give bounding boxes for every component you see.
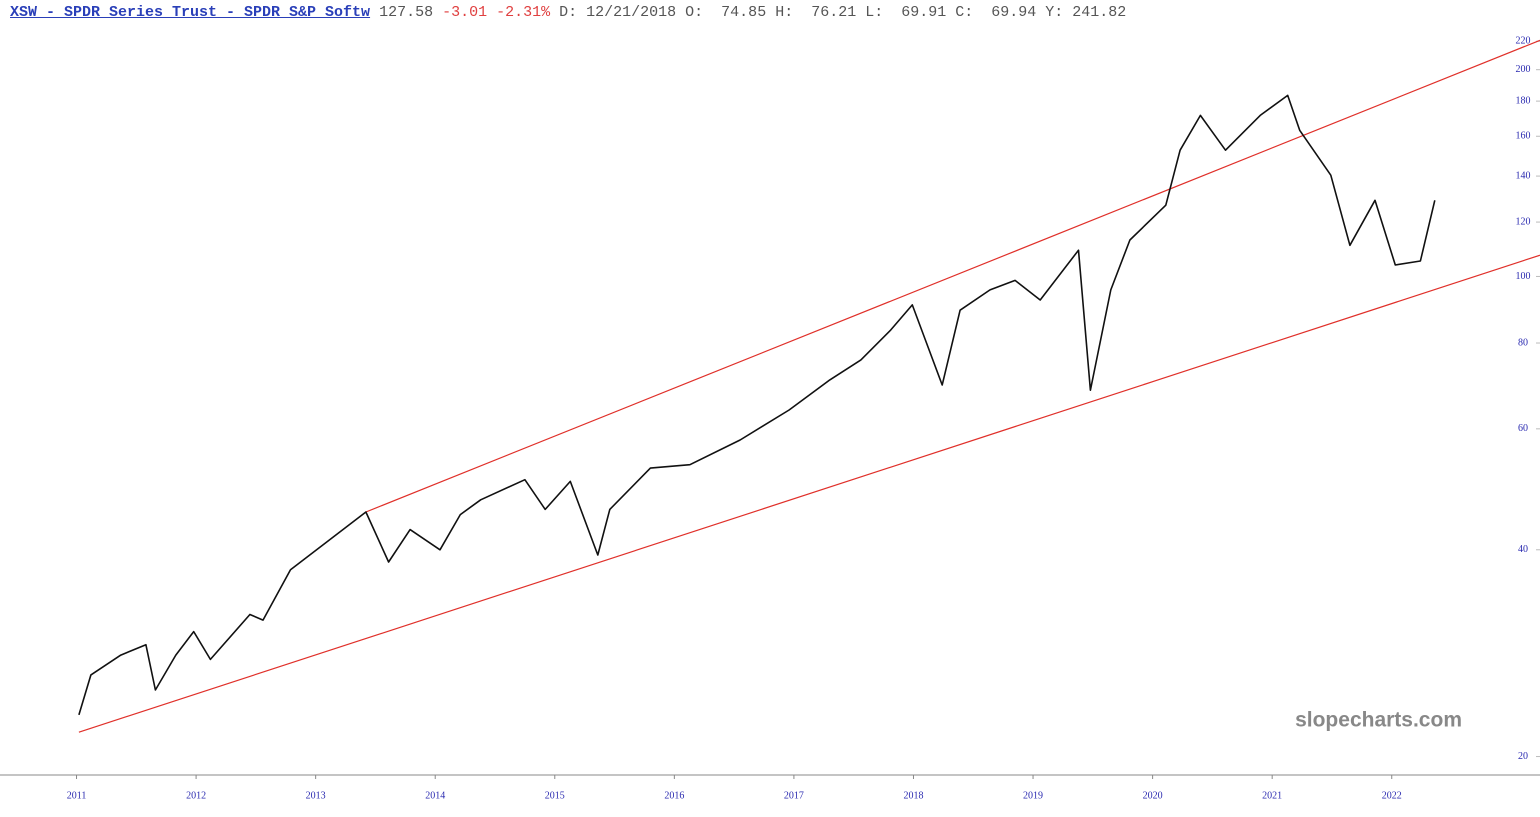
watermark: slopecharts.com bbox=[1295, 709, 1462, 732]
x-tick-label: 2016 bbox=[664, 790, 684, 801]
x-tick-label: 2013 bbox=[306, 790, 326, 801]
x-tick-label: 2020 bbox=[1143, 790, 1163, 801]
y-tick-label: 40 bbox=[1518, 544, 1528, 555]
price-change: -3.01 -2.31% bbox=[442, 4, 551, 21]
y-tick-label: 160 bbox=[1516, 131, 1531, 142]
y-tick-label: 100 bbox=[1516, 271, 1531, 282]
y-tick-label: 220 bbox=[1516, 36, 1531, 47]
header: XSW - SPDR Series Trust - SPDR S&P Softw… bbox=[10, 4, 1126, 21]
bar-info: D: 12/21/2018 O: 74.85 H: 76.21 L: 69.91… bbox=[559, 4, 1127, 21]
trend-line bbox=[365, 39, 1540, 513]
last-price: 127.58 bbox=[379, 4, 434, 21]
x-tick-label: 2012 bbox=[186, 790, 206, 801]
symbol-link[interactable]: XSW - SPDR Series Trust - SPDR S&P Softw bbox=[10, 4, 371, 21]
y-tick-label: 140 bbox=[1516, 170, 1531, 181]
x-tick-label: 2019 bbox=[1023, 790, 1043, 801]
y-tick-label: 20 bbox=[1518, 751, 1528, 762]
y-tick-label: 180 bbox=[1516, 95, 1531, 106]
y-tick-label: 80 bbox=[1518, 337, 1528, 348]
x-tick-label: 2018 bbox=[903, 790, 923, 801]
x-tick-label: 2017 bbox=[784, 790, 804, 801]
x-tick-label: 2015 bbox=[545, 790, 565, 801]
x-tick-label: 2014 bbox=[425, 790, 445, 801]
x-tick-label: 2022 bbox=[1382, 790, 1402, 801]
y-tick-label: 60 bbox=[1518, 423, 1528, 434]
price-line bbox=[78, 94, 1436, 716]
x-tick-label: 2021 bbox=[1262, 790, 1282, 801]
trend-line bbox=[78, 254, 1540, 733]
y-tick-label: 200 bbox=[1516, 64, 1531, 75]
y-tick-label: 120 bbox=[1516, 216, 1531, 227]
x-tick-label: 2011 bbox=[67, 790, 87, 801]
